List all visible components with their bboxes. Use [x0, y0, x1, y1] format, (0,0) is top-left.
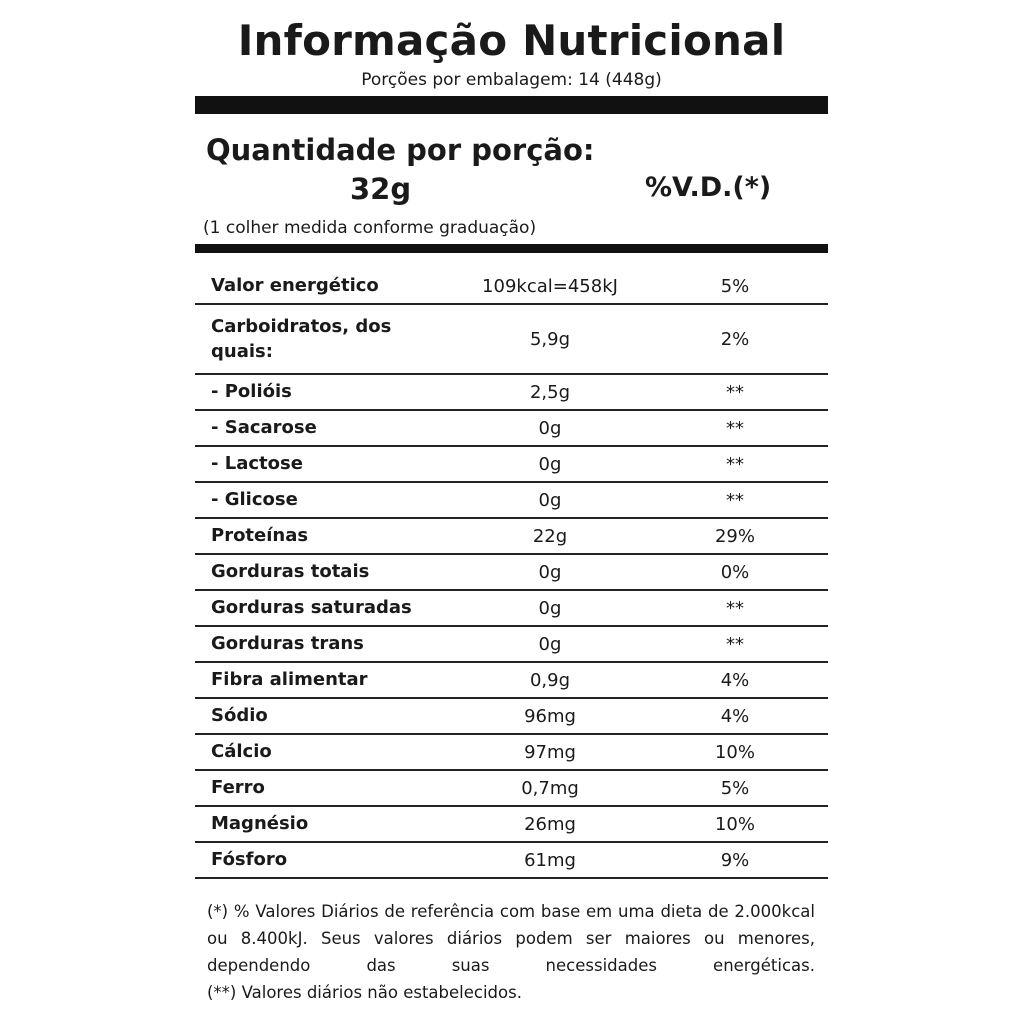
nutrient-row: Gorduras totais 0g 0%	[195, 555, 828, 591]
nutrient-daily-value: 2%	[720, 328, 750, 350]
nutrient-amount: 5,9g	[529, 328, 571, 350]
nutrient-daily-value: **	[726, 453, 744, 475]
nutrient-name: Gorduras saturadas	[211, 597, 412, 619]
nutrient-name: Proteínas	[211, 525, 309, 547]
nutrient-name: Sódio	[211, 705, 268, 727]
nutrient-daily-value: 9%	[720, 849, 750, 871]
nutrient-row: Carboidratos, dos quais: 5,9g 2%	[195, 305, 828, 375]
nutrient-daily-value: 0%	[720, 561, 750, 583]
nutrient-name: - Polióis	[211, 381, 292, 403]
nutrient-daily-value: 4%	[720, 669, 750, 691]
nutrient-daily-value: **	[726, 597, 744, 619]
nutrient-amount: 0,7mg	[521, 777, 579, 799]
nutrient-row: Fibra alimentar 0,9g 4%	[195, 663, 828, 699]
nutrient-name: Fósforo	[211, 849, 288, 871]
nutrient-daily-value: **	[726, 633, 744, 655]
nutrient-row: Magnésio 26mg 10%	[195, 807, 828, 843]
nutrient-row: Ferro 0,7mg 5%	[195, 771, 828, 807]
nutrient-daily-value: 29%	[714, 525, 755, 547]
nutrient-daily-value: 5%	[720, 777, 750, 799]
nutrient-daily-value: 5%	[720, 275, 750, 297]
nutrient-name: Valor energético	[211, 275, 379, 297]
nutrient-name: Magnésio	[211, 813, 309, 835]
nutrient-name: Cálcio	[211, 741, 272, 763]
serving-measure-note: (1 colher medida conforme graduação)	[203, 218, 537, 238]
serving-heading: Quantidade por porção:	[206, 133, 595, 167]
nutrient-amount: 0g	[538, 633, 562, 655]
serving-amount: 32g	[350, 172, 412, 206]
nutrient-amount: 0g	[538, 417, 562, 439]
nutrient-daily-value: 4%	[720, 705, 750, 727]
footnote-daily-values: (*) % Valores Diários de referência com …	[207, 902, 815, 975]
nutrient-row: Sódio 96mg 4%	[195, 699, 828, 735]
nutrient-amount: 0g	[538, 489, 562, 511]
label-title: Informação Nutricional	[237, 16, 786, 65]
nutrient-amount: 0,9g	[529, 669, 571, 691]
nutrient-daily-value: **	[726, 381, 744, 403]
nutrient-name: Gorduras trans	[211, 633, 364, 655]
nutrient-amount: 97mg	[524, 741, 576, 763]
nutrient-name: Gorduras totais	[211, 561, 370, 583]
nutrient-table: Valor energético 109kcal=458kJ 5% Carboidra…	[195, 269, 828, 879]
nutrient-name: Ferro	[211, 777, 265, 799]
footnotes: (*) % Valores Diários de referência com …	[207, 898, 815, 1006]
nutrient-name: Carboidratos, dos quais:	[211, 315, 392, 362]
nutrient-name: Fibra alimentar	[211, 669, 368, 691]
nutrient-row: - Glicose 0g **	[195, 483, 828, 519]
nutrient-daily-value: 10%	[714, 813, 755, 835]
nutrient-name: - Glicose	[211, 489, 298, 511]
nutrient-amount: 61mg	[524, 849, 576, 871]
nutrient-amount: 0g	[538, 561, 562, 583]
nutrient-row: Cálcio 97mg 10%	[195, 735, 828, 771]
top-divider-bar	[195, 96, 828, 114]
nutrient-amount: 2,5g	[529, 381, 571, 403]
nutrient-daily-value: **	[726, 489, 744, 511]
nutrient-amount: 26mg	[524, 813, 576, 835]
nutrient-row: - Polióis 2,5g **	[195, 375, 828, 411]
middle-divider-bar	[195, 244, 828, 253]
nutrient-amount: 96mg	[524, 705, 576, 727]
nutrient-name: - Lactose	[211, 453, 303, 475]
nutrient-row: Gorduras trans 0g **	[195, 627, 828, 663]
nutrient-row: - Sacarose 0g **	[195, 411, 828, 447]
nutrient-row: - Lactose 0g **	[195, 447, 828, 483]
footnote-not-established: (**) Valores diários não estabelecidos.	[207, 983, 522, 1002]
nutrient-row: Proteínas 22g 29%	[195, 519, 828, 555]
nutrient-amount: 109kcal=458kJ	[482, 275, 618, 297]
daily-value-heading: %V.D.(*)	[645, 172, 772, 203]
nutrient-amount: 0g	[538, 597, 562, 619]
nutrient-row: Gorduras saturadas 0g **	[195, 591, 828, 627]
nutrient-row: Fósforo 61mg 9%	[195, 843, 828, 879]
nutrient-daily-value: 10%	[714, 741, 755, 763]
nutrient-name: - Sacarose	[211, 417, 317, 439]
nutrient-amount: 22g	[532, 525, 568, 547]
nutrient-amount: 0g	[538, 453, 562, 475]
servings-per-package: Porções por embalagem: 14 (448g)	[361, 70, 662, 90]
nutrient-daily-value: **	[726, 417, 744, 439]
nutrient-row: Valor energético 109kcal=458kJ 5%	[195, 269, 828, 305]
